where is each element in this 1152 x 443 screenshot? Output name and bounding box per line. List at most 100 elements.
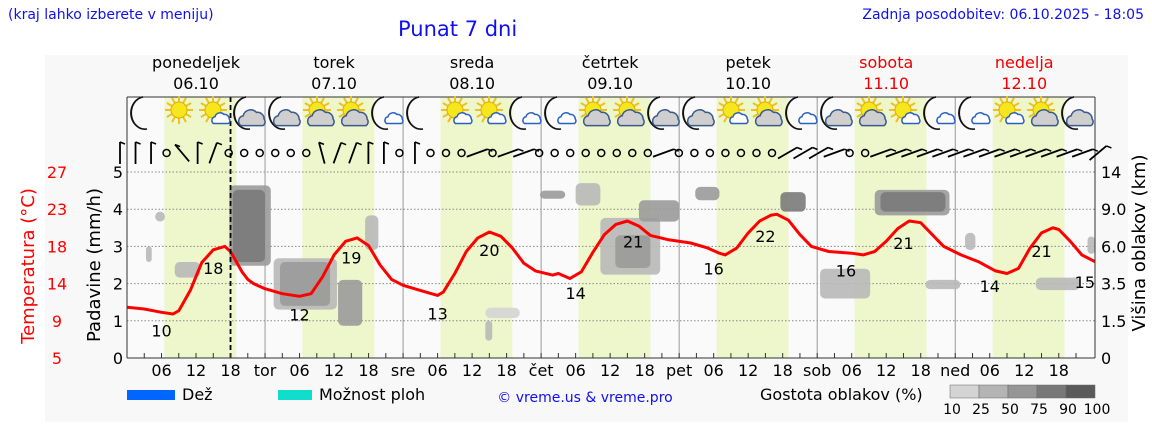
- sun-ray: [630, 97, 635, 104]
- temperature-line: [126, 212, 1096, 316]
- wind-barb-flag: [1014, 148, 1021, 152]
- wind-calm-icon: [705, 148, 715, 158]
- sun-cloud-icon: [613, 96, 645, 127]
- cloud-shape: [858, 109, 887, 127]
- sun-ray: [492, 97, 497, 104]
- moon-shape: [647, 96, 665, 130]
- sun-smallcloud-icon: [993, 96, 1025, 125]
- temperature-label: 13: [427, 304, 447, 323]
- wind-calm-icon: [612, 148, 622, 158]
- sun-ray: [1044, 97, 1049, 104]
- cloud-layer: [279, 262, 331, 306]
- wind-barb-flag: [383, 141, 390, 145]
- wind-barb-icon: [497, 148, 524, 158]
- wind-barb-flag: [1077, 148, 1083, 152]
- day-name: torek: [313, 53, 355, 72]
- sun-ray: [200, 102, 207, 107]
- cloud-shape: [237, 109, 266, 127]
- sun-smallcloud-icon: [199, 96, 231, 125]
- cloud-layer: [1087, 236, 1095, 254]
- cloud-shape: [824, 109, 853, 127]
- wind-calm-icon: [270, 148, 280, 158]
- wind-barb-flag: [1092, 148, 1099, 152]
- wind-barb-icon: [1088, 145, 1112, 161]
- sun-ray: [994, 102, 1001, 107]
- wind-barb-flag: [356, 141, 362, 146]
- moon-shape: [1061, 96, 1079, 130]
- wind-barb-stem: [932, 148, 954, 158]
- hour-label: 06: [427, 361, 447, 380]
- day-abbr-label: sre: [391, 361, 415, 380]
- wind-barb-flag: [937, 148, 943, 152]
- precip-tick: 1: [113, 312, 123, 331]
- sun-ray: [447, 116, 452, 123]
- sun-ray: [323, 102, 330, 107]
- temperature-label: 14: [565, 284, 585, 303]
- wind-barb-icon: [367, 141, 374, 164]
- day-abbr-label: tor: [254, 361, 277, 380]
- sun-ray: [585, 97, 590, 104]
- sun-smallcloud-icon: [717, 96, 749, 125]
- moon-smallcloud-icon: [958, 96, 991, 130]
- page-title: Punat 7 dni: [398, 17, 518, 41]
- daylight-band: [440, 97, 513, 358]
- wind-barb-icon: [947, 148, 974, 158]
- sun-ray: [357, 102, 364, 107]
- day-date: 09.10: [587, 74, 633, 93]
- day-abbr-label: ned: [940, 361, 970, 380]
- wind-barb-icon: [348, 141, 362, 164]
- temperature-tick: 27: [47, 163, 67, 182]
- moon-icon: [130, 96, 148, 130]
- sun-ray: [481, 116, 486, 123]
- wind-barb-icon: [174, 143, 190, 163]
- sun-ray: [461, 102, 468, 107]
- wind-barb-stem: [1025, 148, 1047, 158]
- day-name: ponedeljek: [152, 53, 241, 72]
- moon-shape: [268, 96, 286, 130]
- temperature-label: 21: [1031, 242, 1051, 261]
- wind-barb-flag: [796, 146, 803, 151]
- temperature-tick: 18: [47, 237, 67, 256]
- wind-calm-icon: [736, 148, 746, 158]
- credit-link[interactable]: © vreme.us & vreme.pro: [497, 390, 672, 406]
- sun-ray: [906, 97, 911, 104]
- wind-calm-icon: [643, 148, 653, 158]
- wind-calm-icon: [255, 148, 264, 158]
- cloud-density-tick: 25: [972, 402, 990, 418]
- moon-smallcloud-icon: [371, 96, 404, 130]
- sun-ray: [856, 102, 863, 107]
- cloud-shape: [729, 112, 749, 125]
- wind-calm-icon: [767, 148, 777, 158]
- wind-barb-stem: [808, 146, 829, 160]
- cloud-shape: [211, 112, 231, 125]
- wind-barb-flag: [318, 141, 325, 146]
- temperature-label: 10: [151, 321, 171, 340]
- sun-ray: [723, 116, 728, 123]
- sun-ray: [737, 102, 744, 107]
- sun-cloud-icon: [1027, 96, 1059, 127]
- cloud-layer: [820, 268, 871, 299]
- daylight-band: [854, 97, 927, 358]
- day-abbr-label: pet: [666, 361, 692, 380]
- cloud-height-tick: 0: [1101, 349, 1111, 368]
- cloud-shape: [754, 109, 783, 127]
- sun-ray: [216, 97, 221, 104]
- sun-ray: [768, 97, 773, 104]
- hour-label: 06: [565, 361, 585, 380]
- sun-cloud-icon: [303, 96, 335, 127]
- cloud-shape: [1065, 109, 1094, 127]
- showers-legend-swatch: [278, 390, 312, 400]
- moon-cloud-icon: [820, 96, 853, 130]
- hour-label: 12: [876, 361, 896, 380]
- cloud-shape: [616, 109, 645, 127]
- cloud-height-axis-label: Višina oblakov (km): [1129, 154, 1150, 331]
- hour-label: 18: [911, 361, 931, 380]
- cloud-layer: [575, 183, 601, 206]
- day-date: 12.10: [1001, 74, 1047, 93]
- sun-ray: [442, 113, 449, 118]
- day-date: 10.10: [725, 74, 771, 93]
- wind-barb-stem: [823, 148, 845, 158]
- moon-shape: [371, 96, 389, 130]
- sun-ray: [890, 102, 897, 107]
